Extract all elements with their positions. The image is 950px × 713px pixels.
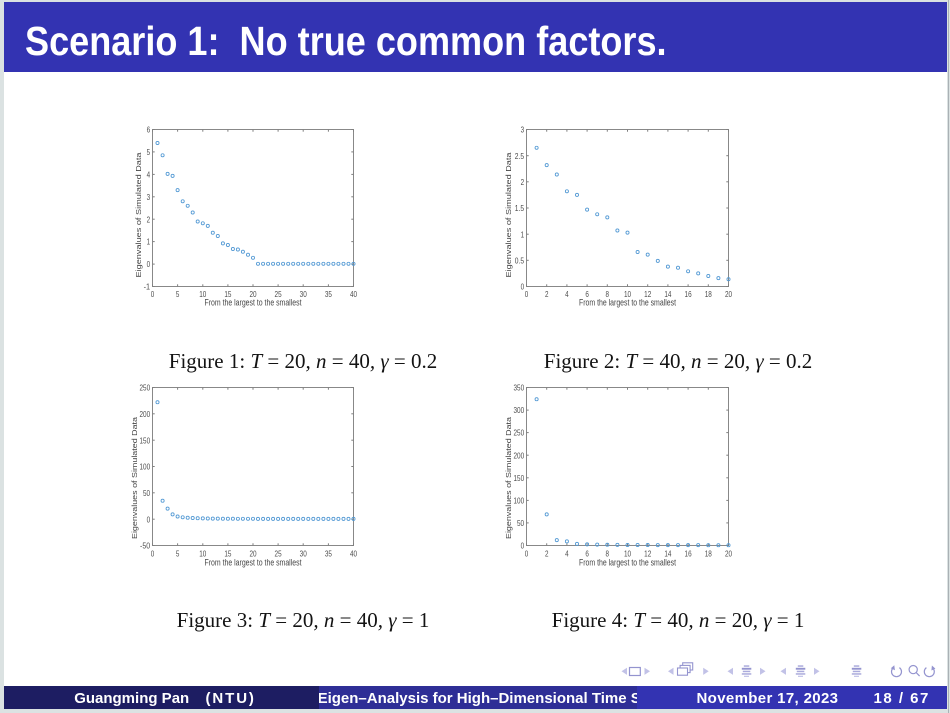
svg-text:From the largest to the smalle: From the largest to the smallest [579, 557, 676, 568]
svg-text:10: 10 [199, 548, 206, 558]
svg-text:15: 15 [224, 548, 231, 558]
svg-text:4: 4 [147, 170, 151, 180]
svg-text:1.5: 1.5 [515, 203, 524, 213]
svg-text:100: 100 [140, 462, 151, 472]
svg-text:2: 2 [545, 289, 549, 299]
svg-text:0: 0 [521, 282, 525, 292]
svg-text:250: 250 [514, 428, 525, 438]
svg-text:40: 40 [350, 289, 357, 299]
svg-text:0: 0 [147, 259, 151, 269]
svg-text:200: 200 [140, 409, 151, 419]
svg-text:4: 4 [565, 548, 569, 558]
svg-text:0: 0 [151, 548, 155, 558]
svg-text:14: 14 [664, 548, 671, 558]
svg-text:25: 25 [275, 548, 282, 558]
svg-text:150: 150 [514, 473, 525, 483]
svg-text:4: 4 [565, 289, 569, 299]
svg-text:Eigenvalues of Simulated Data: Eigenvalues of Simulated Data [504, 152, 512, 277]
svg-text:0: 0 [147, 514, 151, 524]
svg-text:18: 18 [705, 548, 712, 558]
svg-text:8: 8 [606, 548, 610, 558]
svg-text:2: 2 [545, 548, 549, 558]
svg-text:3: 3 [521, 125, 525, 135]
svg-text:35: 35 [325, 548, 332, 558]
svg-text:30: 30 [300, 548, 307, 558]
svg-text:6: 6 [585, 289, 589, 299]
svg-text:0.5: 0.5 [515, 255, 524, 265]
svg-text:20: 20 [249, 548, 256, 558]
svg-text:Eigenvalues of Simulated Data: Eigenvalues of Simulated Data [504, 417, 512, 539]
svg-text:-50: -50 [140, 541, 150, 551]
svg-text:25: 25 [275, 289, 282, 299]
svg-text:20: 20 [725, 548, 732, 558]
svg-text:350: 350 [514, 383, 525, 393]
svg-text:30: 30 [300, 289, 307, 299]
svg-text:10: 10 [624, 289, 631, 299]
svg-text:5: 5 [176, 548, 180, 558]
svg-text:50: 50 [143, 488, 150, 498]
svg-text:0: 0 [525, 548, 529, 558]
svg-text:200: 200 [514, 450, 525, 460]
svg-text:From the largest to the smalle: From the largest to the smallest [205, 297, 302, 308]
svg-text:6: 6 [585, 548, 589, 558]
svg-text:1: 1 [147, 237, 151, 247]
svg-text:20: 20 [249, 289, 256, 299]
svg-text:5: 5 [176, 289, 180, 299]
svg-text:2: 2 [147, 214, 151, 224]
svg-text:16: 16 [685, 289, 692, 299]
svg-text:8: 8 [606, 289, 610, 299]
svg-text:5: 5 [147, 147, 151, 157]
svg-text:150: 150 [140, 435, 151, 445]
svg-text:14: 14 [664, 289, 671, 299]
svg-text:20: 20 [725, 289, 732, 299]
svg-text:40: 40 [350, 548, 357, 558]
svg-text:0: 0 [151, 289, 155, 299]
svg-text:0: 0 [525, 289, 529, 299]
svg-text:2: 2 [521, 177, 525, 187]
svg-text:Eigenvalues of Simulated Data: Eigenvalues of Simulated Data [134, 152, 142, 277]
svg-text:1: 1 [521, 229, 525, 239]
svg-text:16: 16 [685, 548, 692, 558]
svg-text:35: 35 [325, 289, 332, 299]
svg-text:18: 18 [705, 289, 712, 299]
svg-text:10: 10 [624, 548, 631, 558]
svg-text:From the largest to the smalle: From the largest to the smallest [579, 297, 676, 308]
svg-text:Eigenvalues of Simulated Data: Eigenvalues of Simulated Data [130, 417, 138, 539]
svg-text:12: 12 [644, 289, 651, 299]
svg-text:12: 12 [644, 548, 651, 558]
svg-text:100: 100 [514, 496, 525, 506]
svg-text:15: 15 [224, 289, 231, 299]
svg-text:250: 250 [140, 383, 151, 393]
svg-text:3: 3 [147, 192, 151, 202]
svg-text:0: 0 [521, 541, 525, 551]
svg-text:10: 10 [199, 289, 206, 299]
svg-text:-1: -1 [144, 282, 151, 292]
svg-text:From the largest to the smalle: From the largest to the smallest [205, 557, 302, 568]
svg-text:2.5: 2.5 [515, 151, 524, 161]
svg-text:6: 6 [147, 125, 151, 135]
svg-text:50: 50 [517, 518, 524, 528]
svg-text:300: 300 [514, 405, 525, 415]
